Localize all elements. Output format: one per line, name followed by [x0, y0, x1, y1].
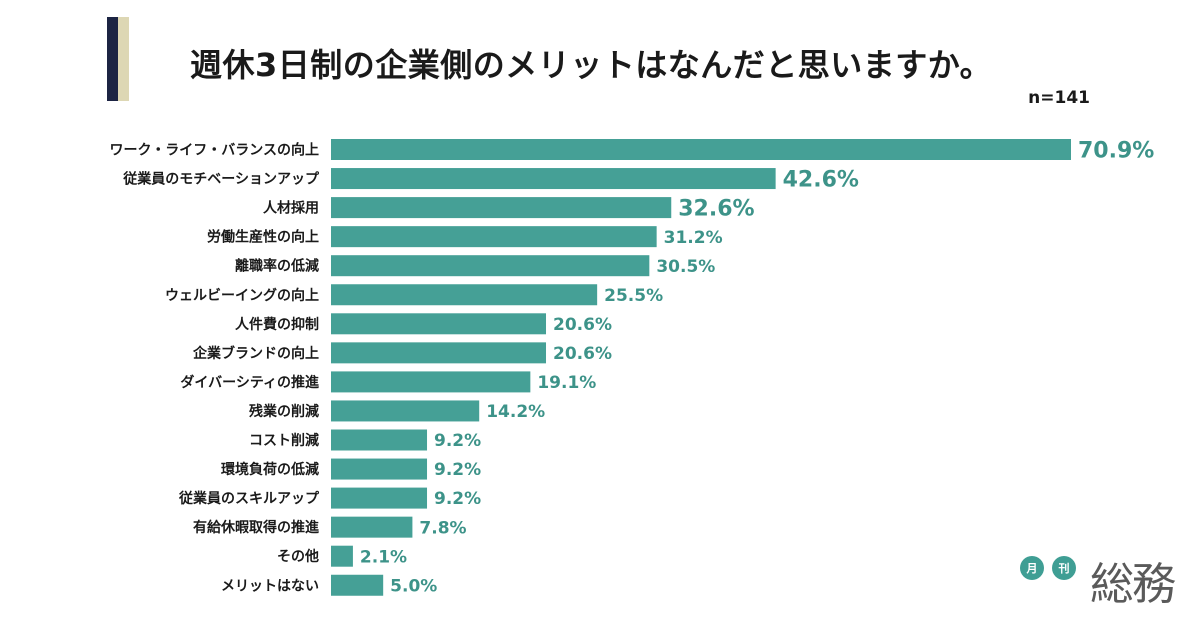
value-label: 25.5%: [604, 286, 663, 306]
gekkan-soumu-logo: 月 刊 総務: [1020, 548, 1190, 618]
bar: [331, 429, 428, 451]
value-label: 20.6%: [553, 344, 612, 364]
category-label: その他: [277, 548, 319, 565]
category-label: 従業員のモチベーションアップ: [122, 171, 320, 188]
category-label: 離職率の低減: [235, 258, 319, 275]
bar: [331, 371, 531, 393]
value-label: 5.0%: [390, 576, 437, 596]
category-label: 労働生産性の向上: [207, 229, 319, 246]
bar: [331, 400, 480, 422]
title-accent-cream: [118, 17, 129, 101]
value-label: 9.2%: [434, 431, 481, 451]
value-label: 19.1%: [537, 373, 596, 393]
bar: [331, 226, 657, 248]
logo-circle-getsu: 月: [1020, 556, 1044, 580]
category-label: 有給休暇取得の推進: [193, 519, 319, 536]
bar: [331, 197, 672, 219]
category-label: 環境負荷の低減: [221, 461, 319, 478]
category-label: ウェルビーイングの向上: [165, 287, 319, 304]
category-label: 従業員のスキルアップ: [178, 490, 320, 507]
value-label: 2.1%: [360, 547, 407, 567]
sample-size: n=141: [1028, 88, 1090, 108]
bar: [331, 139, 1071, 160]
category-label: 企業ブランドの向上: [192, 345, 319, 362]
bar: [331, 458, 428, 480]
bar: [331, 255, 650, 277]
category-label: 人件費の抑制: [235, 316, 319, 333]
value-label: 7.8%: [419, 518, 466, 538]
value-label: 70.9%: [1078, 138, 1154, 163]
value-label: 9.2%: [434, 489, 481, 509]
chart-title: 週休3日制の企業側のメリットはなんだと思いますか。: [190, 46, 993, 84]
logo-wordmark: 総務: [1090, 559, 1176, 610]
bar: [331, 168, 776, 190]
value-label: 31.2%: [664, 228, 723, 248]
value-label: 14.2%: [486, 402, 545, 422]
title-accent-navy: [107, 17, 118, 101]
category-label: コスト削減: [249, 432, 319, 449]
bar: [331, 313, 547, 335]
category-label: 人材採用: [263, 200, 319, 217]
value-label: 42.6%: [783, 167, 859, 192]
bar: [331, 342, 547, 364]
bar: [331, 516, 413, 538]
bar: [331, 284, 598, 306]
value-label: 32.6%: [678, 197, 754, 222]
category-label: ダイバーシティの推進: [180, 374, 319, 391]
bar: [331, 545, 353, 567]
category-label: 残業の削減: [249, 403, 319, 420]
category-label: メリットはない: [221, 578, 319, 594]
value-label: 20.6%: [553, 315, 612, 335]
category-label: ワーク・ライフ・バランスの向上: [110, 142, 319, 159]
value-label: 9.2%: [434, 460, 481, 480]
bar: [331, 487, 428, 509]
value-label: 30.5%: [656, 257, 715, 277]
logo-circle-kan: 刊: [1052, 556, 1076, 580]
bar: [331, 574, 384, 596]
